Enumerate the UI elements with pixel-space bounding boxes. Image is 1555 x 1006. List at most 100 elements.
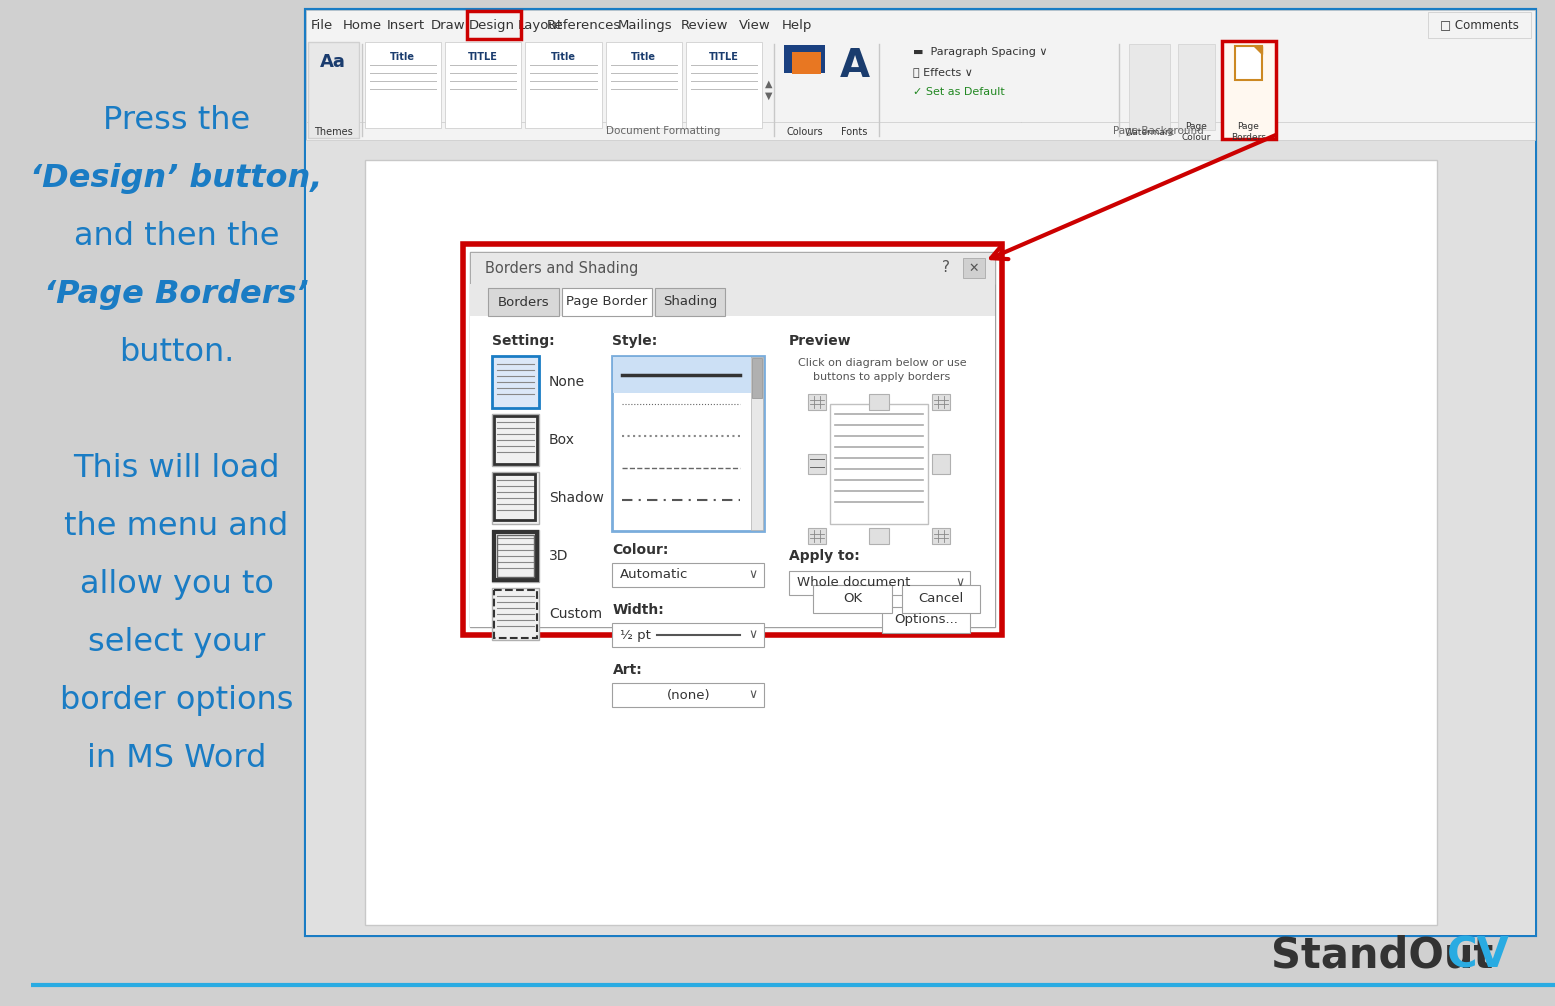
Bar [1235, 46, 1263, 80]
Bar [494, 416, 536, 464]
Bar [445, 42, 521, 128]
Text: References: References [547, 18, 620, 31]
Bar [494, 590, 536, 638]
Text: border options: border options [59, 685, 294, 716]
Bar [494, 532, 536, 580]
Bar [1177, 44, 1214, 130]
Text: button.: button. [118, 337, 235, 368]
Text: Shadow: Shadow [549, 491, 603, 505]
Bar [306, 10, 1535, 140]
Text: buttons to apply borders: buttons to apply borders [813, 372, 950, 382]
Text: Custom: Custom [549, 607, 602, 621]
Bar [655, 288, 725, 316]
Text: ∨: ∨ [748, 568, 757, 581]
Text: Press the: Press the [103, 105, 250, 136]
Bar [605, 42, 683, 128]
Bar [613, 623, 765, 647]
Text: Help: Help [782, 18, 812, 31]
Text: Shading: Shading [662, 296, 717, 309]
Text: Title: Title [550, 52, 575, 62]
Bar [813, 585, 891, 613]
Text: ?: ? [942, 261, 950, 276]
Text: ▲
▼: ▲ ▼ [765, 79, 771, 101]
Bar [488, 288, 558, 316]
Text: ✨ Effects ∨: ✨ Effects ∨ [913, 67, 973, 77]
Bar [468, 11, 521, 39]
Text: A: A [840, 47, 869, 85]
Text: Borders: Borders [498, 296, 549, 309]
Bar [494, 474, 535, 520]
Bar [306, 140, 1535, 935]
Bar [498, 535, 533, 577]
Text: Layout: Layout [518, 18, 563, 31]
Text: ‘Design’ button,: ‘Design’ button, [30, 163, 323, 194]
Text: Preview: Preview [788, 334, 852, 348]
Text: allow you to: allow you to [79, 569, 274, 600]
Bar [561, 288, 652, 316]
Bar [613, 683, 765, 707]
Text: Watermark: Watermark [1124, 128, 1174, 137]
Bar [462, 244, 1003, 635]
Bar [496, 476, 536, 522]
Text: Mailings: Mailings [617, 18, 672, 31]
Bar [491, 472, 540, 524]
Text: Home: Home [344, 18, 383, 31]
Text: Apply to:: Apply to: [788, 549, 860, 563]
Text: Automatic: Automatic [620, 568, 689, 581]
Bar [613, 563, 765, 586]
Bar [751, 357, 764, 530]
Text: None: None [549, 375, 585, 389]
Bar [614, 357, 751, 393]
Bar [830, 404, 928, 524]
Text: View: View [739, 18, 770, 31]
Bar [791, 52, 821, 74]
Text: StandOut: StandOut [1270, 934, 1493, 976]
Bar [471, 252, 995, 627]
Text: Title: Title [631, 52, 656, 62]
Bar [931, 394, 950, 410]
Bar [491, 356, 540, 408]
Bar [491, 414, 540, 466]
Text: CV: CV [1448, 934, 1510, 976]
Text: ▬  Paragraph Spacing ∨: ▬ Paragraph Spacing ∨ [913, 47, 1048, 57]
Bar [869, 394, 889, 410]
Text: ∨: ∨ [748, 629, 757, 642]
Bar [471, 252, 995, 284]
Bar [364, 160, 1437, 925]
Text: Insert: Insert [387, 18, 425, 31]
Text: ✕: ✕ [969, 262, 980, 275]
Text: (none): (none) [667, 688, 711, 701]
Bar [1427, 12, 1530, 38]
Text: Setting:: Setting: [491, 334, 555, 348]
Text: Colours: Colours [787, 127, 823, 137]
Bar [613, 356, 765, 531]
Text: Whole document: Whole document [796, 576, 910, 590]
Text: Art:: Art: [613, 663, 642, 677]
Bar [1129, 44, 1169, 130]
Text: Page Background: Page Background [1113, 126, 1204, 136]
Bar [931, 454, 950, 474]
Text: and then the: and then the [73, 221, 280, 252]
Bar [902, 585, 980, 613]
Text: Width:: Width: [613, 603, 664, 617]
Bar [491, 588, 540, 640]
Text: Page
Colour: Page Colour [1182, 123, 1211, 142]
Text: Themes: Themes [314, 127, 353, 137]
Text: Page Border: Page Border [566, 296, 647, 309]
Text: □ Comments: □ Comments [1440, 18, 1519, 31]
Text: Document Formatting: Document Formatting [606, 126, 720, 136]
Text: Aa: Aa [320, 53, 347, 71]
Text: Colour:: Colour: [613, 543, 669, 557]
Text: the menu and: the menu and [64, 511, 289, 542]
Text: ‘Page Borders’: ‘Page Borders’ [44, 279, 309, 310]
Text: TITLE: TITLE [709, 52, 739, 62]
Text: Fonts: Fonts [841, 127, 868, 137]
Bar [809, 528, 826, 544]
Bar [471, 316, 995, 627]
Bar [788, 571, 970, 595]
Bar [809, 394, 826, 410]
Text: in MS Word: in MS Word [87, 743, 266, 774]
Polygon shape [1255, 46, 1263, 54]
Text: OK: OK [843, 593, 861, 606]
Text: Review: Review [681, 18, 728, 31]
